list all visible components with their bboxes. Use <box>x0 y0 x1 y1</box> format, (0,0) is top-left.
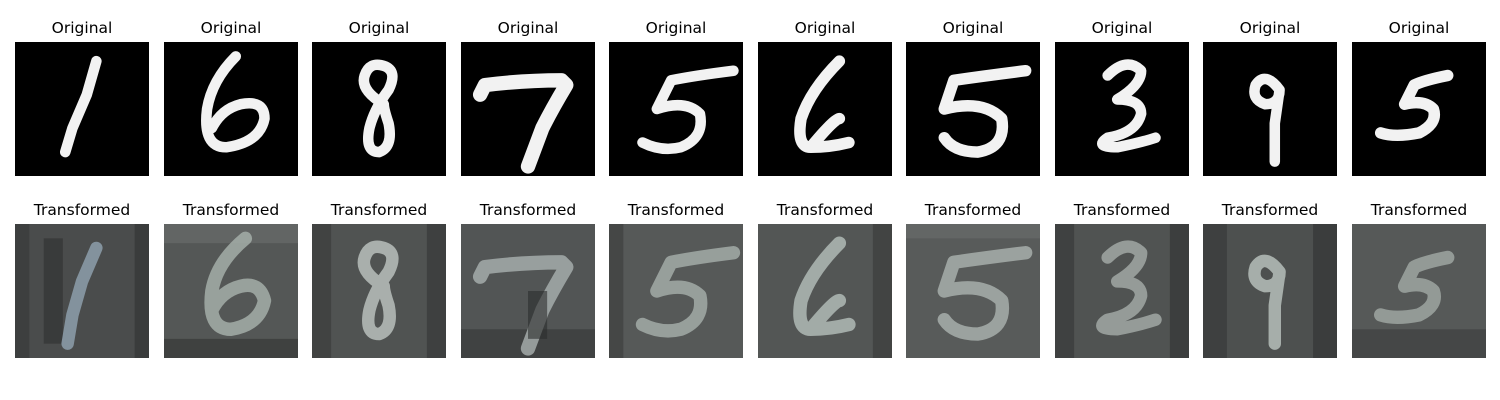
panel-title: Original <box>1239 19 1301 37</box>
original-panel: Original <box>1352 18 1486 176</box>
transformed-panel: Transformed <box>1055 200 1189 358</box>
transformed-digit-image <box>1203 224 1337 358</box>
original-digit-image <box>609 42 743 176</box>
transformed-digit-image <box>906 224 1040 358</box>
panel-title: Transformed <box>924 201 1022 219</box>
panel-title: Original <box>794 19 856 37</box>
original-digit-image <box>906 42 1040 176</box>
transformed-panel: Transformed <box>164 200 298 358</box>
original-panel: Original <box>1203 18 1337 176</box>
original-digit-image <box>1352 42 1486 176</box>
original-panel: Original <box>461 18 595 176</box>
panel-title: Transformed <box>479 201 577 219</box>
panel-title: Original <box>1388 19 1450 37</box>
original-panel: Original <box>1055 18 1189 176</box>
original-digit-image <box>15 42 149 176</box>
panel-title: Transformed <box>776 201 874 219</box>
original-panel: Original <box>758 18 892 176</box>
original-panel: Original <box>164 18 298 176</box>
original-row: Original Original Original Original <box>0 18 1500 178</box>
transformed-panel: Transformed <box>1352 200 1486 358</box>
original-digit-image <box>164 42 298 176</box>
transformed-panel: Transformed <box>758 200 892 358</box>
original-digit-image <box>461 42 595 176</box>
transformed-panel: Transformed <box>609 200 743 358</box>
transformed-panel: Transformed <box>1203 200 1337 358</box>
transformed-panel: Transformed <box>906 200 1040 358</box>
panel-title: Transformed <box>182 201 280 219</box>
transformed-panel: Transformed <box>312 200 446 358</box>
original-digit-image <box>1203 42 1337 176</box>
transformed-digit-image <box>1055 224 1189 358</box>
transformed-digit-image <box>609 224 743 358</box>
transformed-digit-image <box>15 224 149 358</box>
transformed-digit-image <box>758 224 892 358</box>
panel-title: Original <box>645 19 707 37</box>
panel-title: Transformed <box>330 201 428 219</box>
panel-title: Original <box>200 19 262 37</box>
panel-title: Original <box>1091 19 1153 37</box>
transformed-digit-image <box>1352 224 1486 358</box>
transformed-row: Transformed Transformed Transformed <box>0 200 1500 360</box>
transformed-digit-image <box>312 224 446 358</box>
original-digit-image <box>1055 42 1189 176</box>
panel-title: Transformed <box>33 201 131 219</box>
transformed-digit-image <box>164 224 298 358</box>
original-panel: Original <box>609 18 743 176</box>
transformed-panel: Transformed <box>461 200 595 358</box>
original-digit-image <box>312 42 446 176</box>
panel-title: Transformed <box>627 201 725 219</box>
panel-title: Transformed <box>1221 201 1319 219</box>
original-panel: Original <box>312 18 446 176</box>
original-panel: Original <box>15 18 149 176</box>
panel-title: Original <box>942 19 1004 37</box>
original-panel: Original <box>906 18 1040 176</box>
panel-title: Original <box>51 19 113 37</box>
panel-title: Original <box>348 19 410 37</box>
panel-title: Transformed <box>1073 201 1171 219</box>
original-digit-image <box>758 42 892 176</box>
transformed-digit-image <box>461 224 595 358</box>
transformed-panel: Transformed <box>15 200 149 358</box>
panel-title: Original <box>497 19 559 37</box>
panel-title: Transformed <box>1370 201 1468 219</box>
